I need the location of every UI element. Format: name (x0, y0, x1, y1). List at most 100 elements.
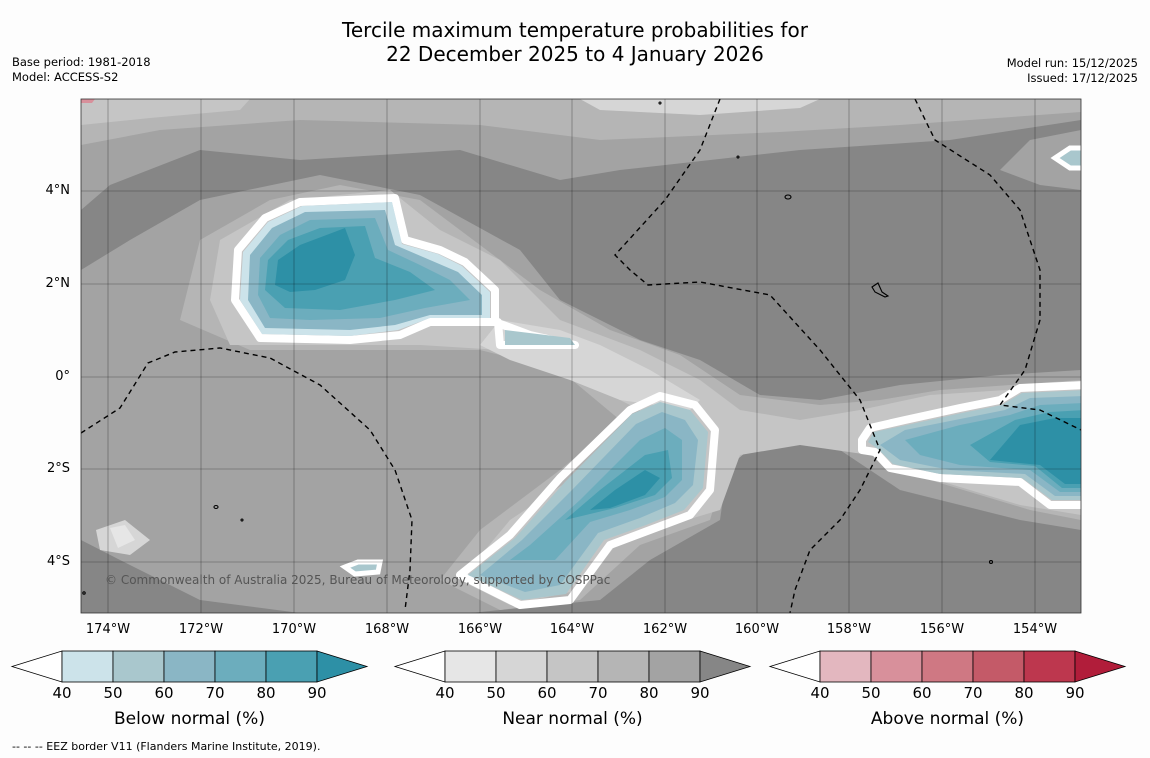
below-normal-50-pin (505, 330, 575, 345)
lon-label-168w: 168°W (364, 622, 410, 637)
colorbar-above-tick: 80 (1014, 684, 1034, 702)
colorbar-below-tick: 90 (307, 684, 327, 702)
colorbar-above-lower-extension (768, 650, 821, 683)
colorbar-near-tick: 50 (486, 684, 506, 702)
lat-label-0: 0° (55, 369, 70, 384)
lon-label-170w: 170°W (271, 622, 317, 637)
colorbar-below-segment-2 (112, 650, 165, 683)
below-normal-90-west (275, 228, 355, 292)
eez-border-east (914, 99, 1081, 431)
colorbar-below-upper-extension (316, 650, 369, 683)
colorbar-near-tick: 80 (639, 684, 659, 702)
colorbar-near-upper-extension (699, 650, 752, 683)
island-kiritimati (871, 282, 890, 298)
model-name: Model: ACCESS-S2 (12, 70, 119, 84)
lon-label-158w: 158°W (826, 622, 872, 637)
colorbar-above-tick: 40 (810, 684, 830, 702)
colorbar-below-segment-4 (214, 650, 267, 683)
map-title: Tercile maximum temperature probabilitie… (0, 18, 1150, 66)
below-normal-region-central-outline (456, 392, 719, 609)
island-4 (213, 504, 219, 510)
colorbar-below-tick: 60 (154, 684, 174, 702)
eez-border-central (614, 99, 881, 613)
title-line-1: Tercile maximum temperature probabilitie… (342, 18, 808, 42)
colorbar-near-segment-5 (648, 650, 701, 683)
issued-date: Issued: 17/12/2025 (1027, 71, 1138, 85)
near-normal-50-topcenter (580, 99, 820, 115)
islands (82, 101, 994, 595)
colorbar-above-segment-5 (1023, 650, 1076, 683)
eez-border-west (81, 347, 413, 611)
below-normal-80-central (565, 450, 672, 520)
island-5 (240, 518, 244, 522)
metadata-left: Base period: 1981-2018 Model: ACCESS-S2 (12, 55, 151, 85)
base-period: Base period: 1981-2018 (12, 55, 151, 69)
map-frame (80, 98, 1082, 614)
lon-label-164w: 164°W (549, 622, 595, 637)
title-line-2: 22 December 2025 to 4 January 2026 (386, 42, 764, 66)
lat-label-4n: 4°N (45, 183, 71, 198)
graticule (81, 99, 1081, 613)
colorbar-above-upper-extension (1074, 650, 1127, 683)
near-normal-70-band (81, 99, 1081, 145)
eez-footnote: -- -- -- EEZ border V11 (Flanders Marine… (12, 740, 321, 753)
colorbar-near-label: Near normal (%) (502, 709, 643, 729)
near-normal-80-topright (1000, 130, 1081, 190)
lon-label-166w: 166°W (457, 622, 503, 637)
lat-label-4s: 4°S (46, 554, 70, 569)
eez-borders (81, 99, 1081, 613)
model-run: Model run: 15/12/2025 (1006, 56, 1138, 70)
colorbar-below-tick: 50 (103, 684, 123, 702)
colorbar-below-tick: 40 (52, 684, 72, 702)
lon-label-154w: 154°W (1012, 622, 1058, 637)
lon-label-172w: 172°W (178, 622, 224, 637)
colorbar-above-segment-3 (921, 650, 974, 683)
colorbar-near-tick: 60 (537, 684, 557, 702)
below-normal-90-east (990, 418, 1081, 484)
below-normal-patch-southwest (339, 559, 384, 577)
below-normal-90-central (590, 470, 660, 510)
island-2 (658, 101, 662, 105)
lat-label-2n: 2°N (45, 276, 71, 291)
above-normal-patch-corner (81, 99, 95, 103)
copyright-notice: © Commonwealth of Australia 2025, Bureau… (105, 573, 611, 587)
island-7 (82, 591, 86, 595)
colorbar-near-tick: 70 (588, 684, 608, 702)
colorbar-above-tick: 60 (912, 684, 932, 702)
lon-label-160w: 160°W (734, 622, 780, 637)
near-normal-40-patch (110, 525, 135, 548)
colorbar-near-segment-2 (495, 650, 548, 683)
colorbar-below-lower-extension (10, 650, 63, 683)
below-normal-region-east-outline (858, 381, 1081, 509)
colorbar-below-segment-3 (163, 650, 216, 683)
colorbar-below-tick: 70 (205, 684, 225, 702)
colorbar-near-tick: 40 (435, 684, 455, 702)
colorbar-above-tick: 90 (1065, 684, 1085, 702)
colorbar-near-lower-extension (393, 650, 446, 683)
lon-label-162w: 162°W (642, 622, 688, 637)
metadata-right: Model run: 15/12/2025 Issued: 17/12/2025 (1007, 56, 1138, 86)
colorbar-below-tick: 80 (256, 684, 276, 702)
colorbar-near-segment-3 (546, 650, 599, 683)
colorbar-near-segment-4 (597, 650, 650, 683)
below-normal-patch-northeast (1050, 145, 1081, 171)
lat-label-2s: 2°S (46, 461, 70, 476)
colorbars (10, 650, 1127, 683)
colorbar-near-segment-1 (444, 650, 497, 683)
colorbar-near-tick: 90 (690, 684, 710, 702)
colorbar-below-label: Below normal (%) (114, 709, 265, 729)
island-1 (784, 194, 792, 200)
near-normal-60-topleft (81, 99, 250, 125)
colorbar-above-segment-1 (819, 650, 872, 683)
island-3 (736, 155, 740, 159)
below-normal-region-west-outline (231, 194, 579, 349)
colorbar-below-segment-5 (265, 650, 318, 683)
colorbar-above-tick: 70 (963, 684, 983, 702)
lon-label-156w: 156°W (919, 622, 965, 637)
colorbar-above-tick: 50 (861, 684, 881, 702)
colorbar-below-segment-1 (61, 650, 114, 683)
lon-label-174w: 174°W (85, 622, 131, 637)
colorbar-above-segment-4 (972, 650, 1025, 683)
colorbar-above-label: Above normal (%) (870, 709, 1025, 729)
